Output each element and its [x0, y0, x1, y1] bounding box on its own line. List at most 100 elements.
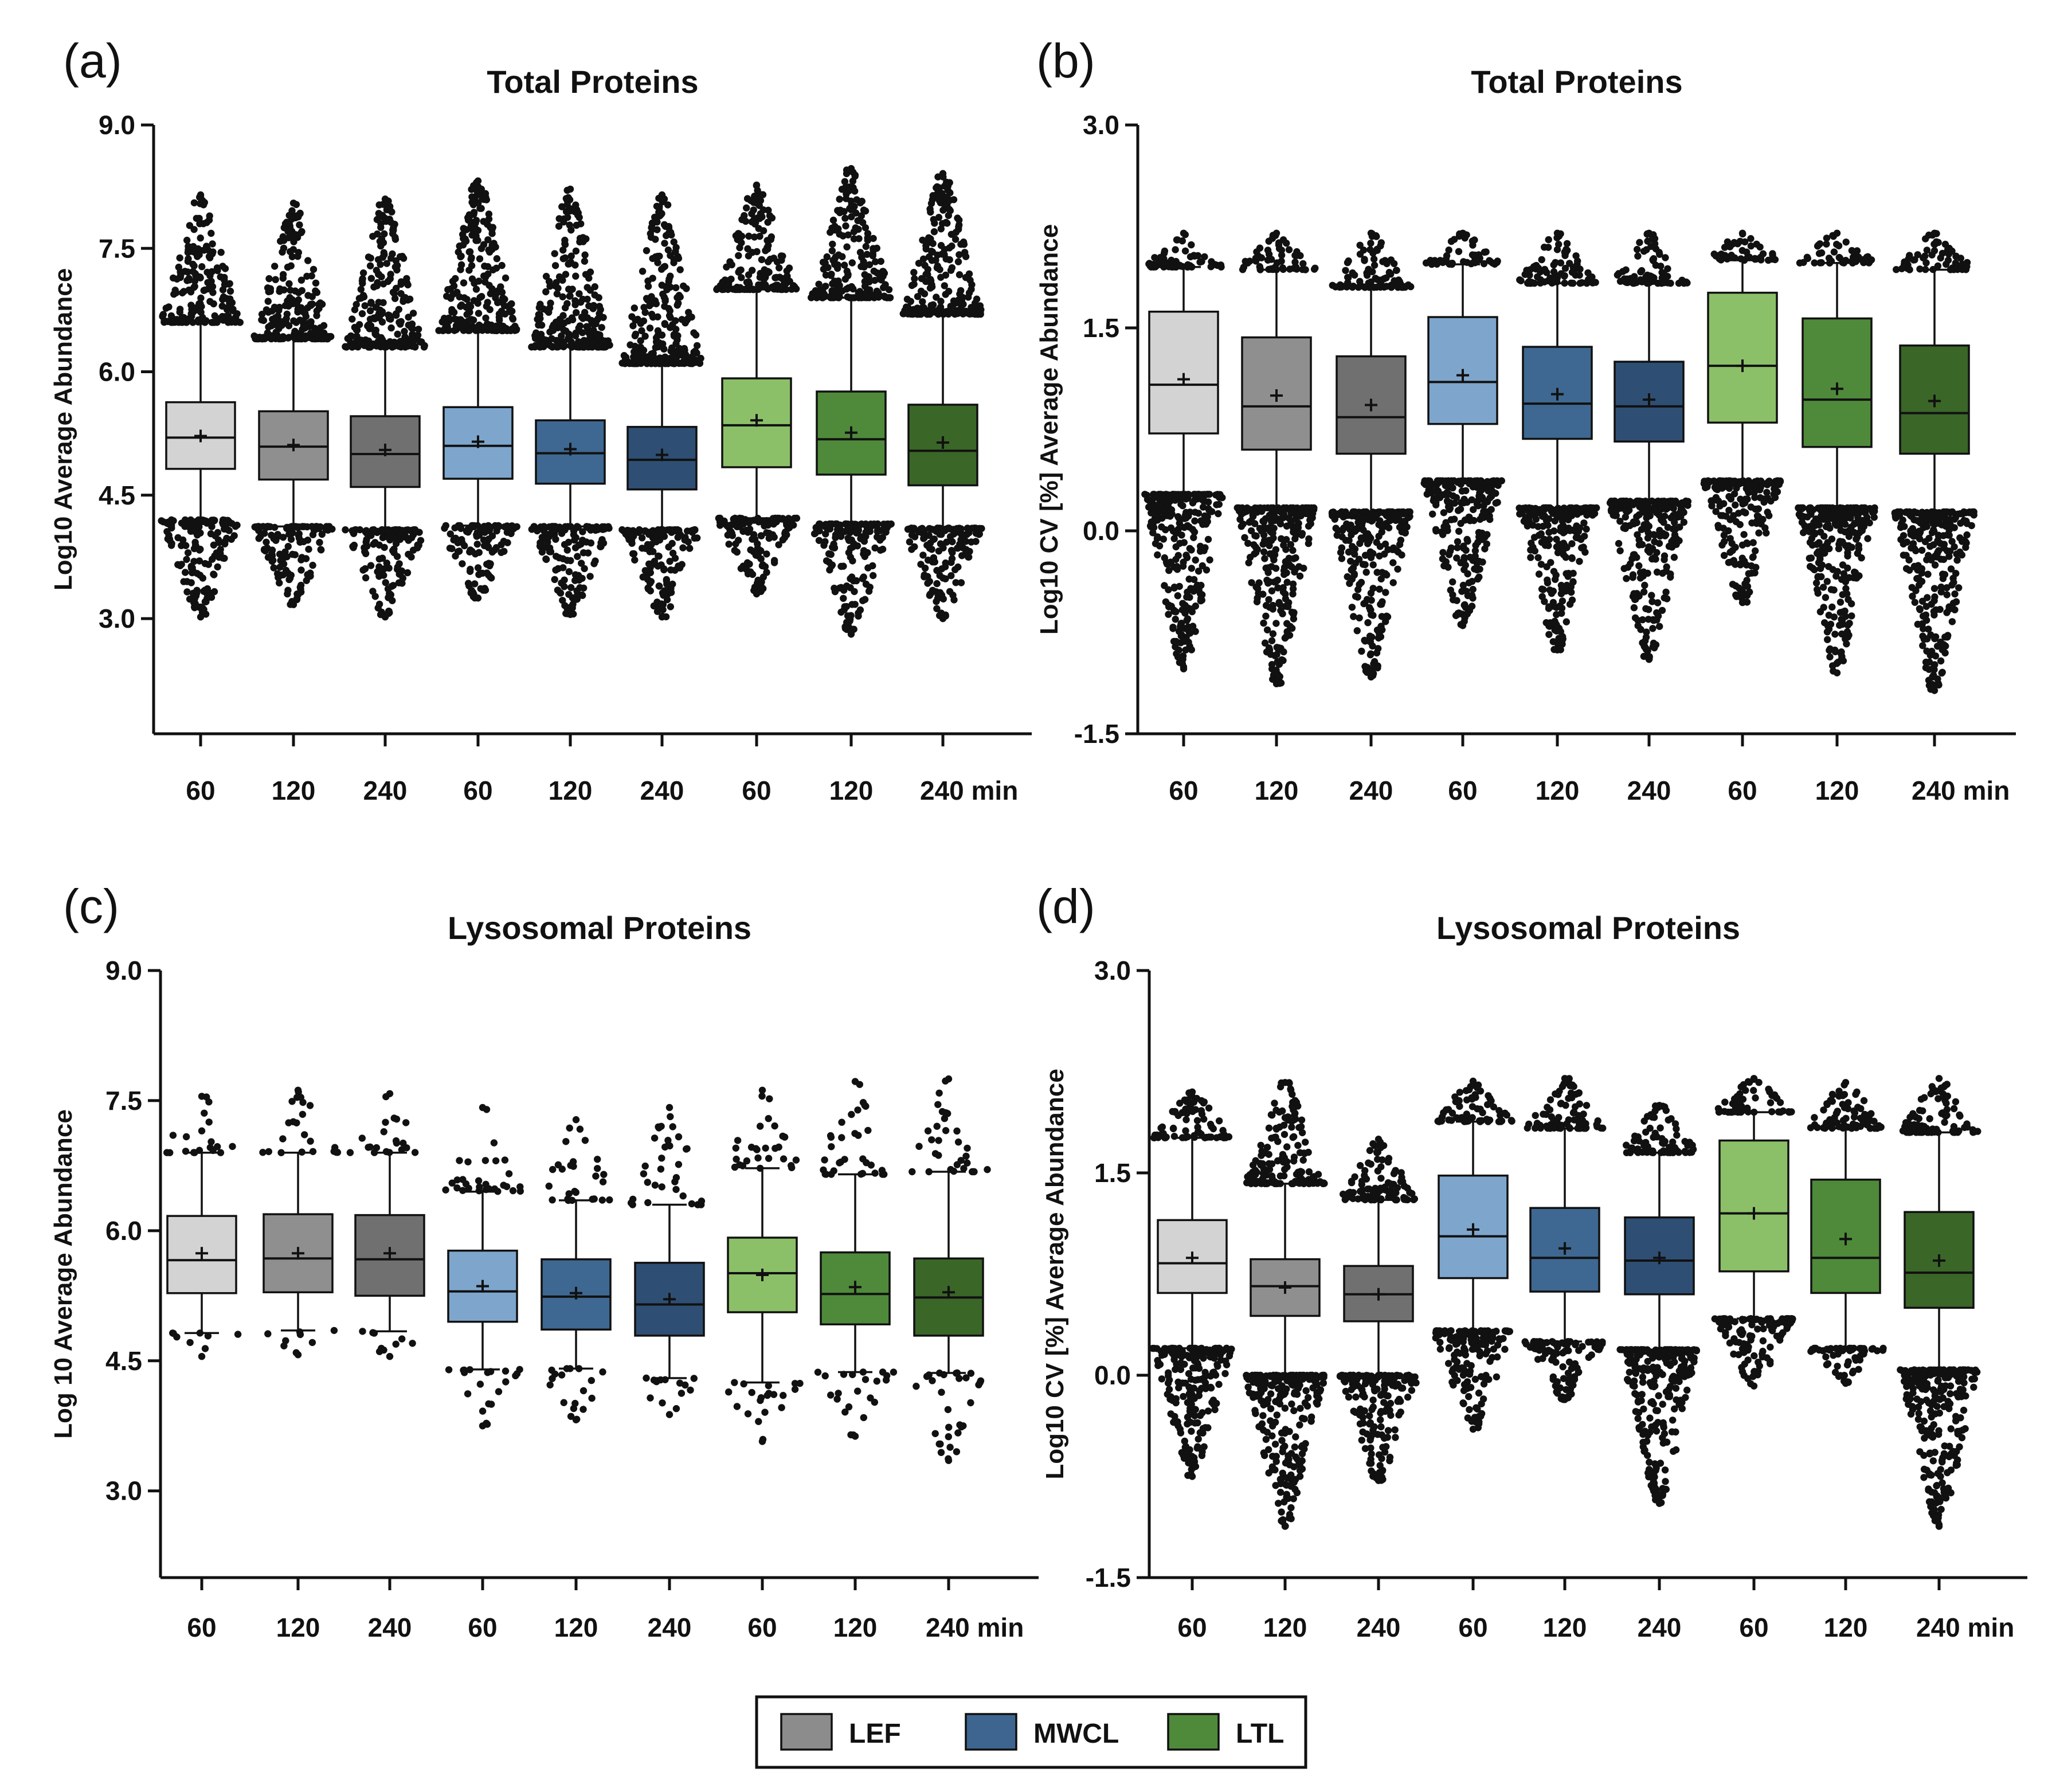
box-2	[1233, 229, 1319, 687]
outlier-point	[285, 227, 292, 234]
outlier-point	[1150, 261, 1157, 268]
outlier-point	[167, 312, 175, 320]
outlier-point	[348, 527, 356, 534]
outlier-point	[1241, 534, 1248, 541]
outlier-point	[408, 553, 415, 561]
outlier-point	[1521, 271, 1529, 278]
outlier-point	[272, 276, 279, 283]
outlier-point	[673, 302, 681, 309]
outlier-point	[876, 527, 884, 534]
outlier-point	[318, 530, 326, 538]
outlier-point	[414, 331, 422, 339]
outlier-point	[165, 531, 173, 539]
outlier-point	[1395, 548, 1402, 556]
outlier-point	[1242, 257, 1249, 265]
outlier-point	[762, 283, 770, 291]
outlier-point	[459, 560, 466, 568]
outlier-point	[1466, 517, 1474, 525]
outlier-point	[367, 322, 375, 330]
outlier-point	[928, 546, 935, 553]
outlier-point	[1361, 599, 1369, 607]
outlier-point	[281, 302, 289, 310]
outlier-point	[838, 186, 846, 193]
outlier-point	[584, 549, 592, 557]
outlier-point	[391, 233, 399, 241]
outlier-point	[960, 238, 968, 246]
outlier-point	[1549, 276, 1557, 284]
outlier-point	[200, 606, 207, 613]
outlier-point	[183, 588, 191, 596]
outlier-point	[1488, 478, 1496, 485]
outlier-point	[1525, 278, 1533, 285]
outlier-point	[273, 570, 281, 577]
outlier-point	[1365, 538, 1373, 545]
outlier-point	[310, 265, 318, 273]
outlier-point	[639, 268, 647, 275]
outlier-point	[582, 271, 590, 278]
outlier-point	[882, 281, 889, 288]
outlier-point	[1475, 251, 1482, 259]
outlier-point	[1192, 602, 1199, 610]
outlier-point	[692, 331, 700, 339]
x-tick-label: 60	[186, 776, 215, 805]
outlier-point	[837, 206, 844, 214]
outlier-point	[1456, 505, 1464, 513]
outlier-point	[285, 334, 293, 341]
outlier-point	[385, 204, 393, 211]
outlier-point	[1576, 265, 1584, 273]
outlier-point	[450, 308, 458, 316]
outlier-point	[1154, 511, 1161, 519]
outlier-point	[1167, 508, 1174, 515]
outlier-point	[373, 331, 380, 339]
outlier-point	[631, 304, 639, 312]
outlier-point	[667, 603, 675, 611]
outlier-point	[1385, 269, 1393, 276]
outlier-point	[1311, 264, 1319, 272]
outlier-point	[1348, 576, 1356, 583]
outlier-point	[825, 550, 833, 558]
outlier-point	[656, 208, 664, 216]
outlier-point	[657, 356, 665, 364]
outlier-point	[366, 262, 374, 269]
outlier-point	[1583, 525, 1590, 533]
outlier-point	[475, 310, 483, 317]
outlier-point	[166, 537, 174, 545]
outlier-point	[1439, 555, 1447, 563]
outlier-point	[404, 569, 412, 577]
outlier-point	[395, 579, 403, 586]
outlier-point	[836, 195, 843, 203]
outlier-point	[930, 554, 938, 562]
outlier-point	[186, 222, 194, 229]
outlier-point	[934, 251, 941, 259]
outlier-point	[467, 256, 475, 263]
outlier-point	[578, 314, 586, 321]
outlier-point	[1468, 237, 1477, 245]
outlier-point	[267, 285, 275, 292]
outlier-point	[1204, 535, 1212, 543]
outlier-point	[910, 269, 918, 276]
outlier-point	[955, 271, 964, 279]
outlier-point	[652, 253, 659, 261]
outlier-point	[1283, 240, 1290, 247]
outlier-point	[183, 277, 191, 284]
outlier-point	[1460, 542, 1467, 550]
outlier-point	[741, 285, 749, 294]
outlier-point	[210, 541, 218, 549]
outlier-point	[263, 306, 271, 314]
outlier-point	[1482, 510, 1490, 517]
outlier-point	[847, 631, 855, 638]
outlier-point	[670, 351, 678, 359]
outlier-point	[939, 170, 947, 177]
outlier-point	[847, 197, 855, 205]
outlier-point	[284, 590, 291, 598]
panel-letter: (b)	[1036, 34, 1095, 88]
outlier-point	[374, 338, 382, 346]
outlier-point	[1352, 525, 1359, 533]
outlier-point	[478, 323, 486, 331]
outlier-point	[1436, 257, 1444, 264]
outlier-point	[379, 299, 387, 307]
outlier-point	[675, 292, 683, 299]
outlier-point	[502, 274, 510, 282]
outlier-point	[1236, 506, 1244, 514]
outlier-point	[1159, 491, 1166, 499]
